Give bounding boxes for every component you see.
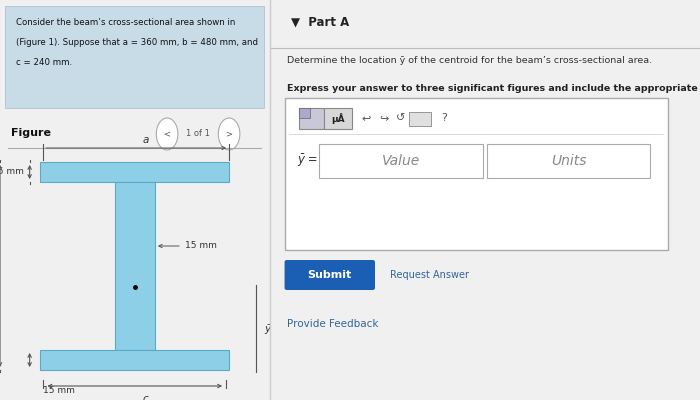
Text: Express your answer to three significant figures and include the appropriate uni: Express your answer to three significant… <box>287 84 700 93</box>
Text: a: a <box>142 135 148 145</box>
FancyBboxPatch shape <box>285 260 375 290</box>
FancyBboxPatch shape <box>409 112 431 126</box>
Text: ?: ? <box>441 114 447 124</box>
Text: Request Answer: Request Answer <box>390 270 469 280</box>
Text: 1 of 1: 1 of 1 <box>186 130 210 138</box>
FancyBboxPatch shape <box>299 108 309 118</box>
Bar <box>41 350 229 370</box>
Text: Provide Feedback: Provide Feedback <box>287 319 378 329</box>
FancyBboxPatch shape <box>323 108 352 129</box>
Text: c = 240 mm.: c = 240 mm. <box>16 58 72 67</box>
Bar <box>115 182 155 350</box>
Text: ȳ =: ȳ = <box>298 154 318 166</box>
Text: >: > <box>225 130 232 138</box>
Text: <: < <box>164 130 171 138</box>
Text: ▼  Part A: ▼ Part A <box>291 16 349 29</box>
Circle shape <box>218 118 240 150</box>
Text: c: c <box>143 394 148 400</box>
FancyBboxPatch shape <box>6 6 264 108</box>
Text: μÅ: μÅ <box>331 113 345 124</box>
Text: 15 mm: 15 mm <box>43 386 75 395</box>
Text: Submit: Submit <box>307 270 352 280</box>
Text: Determine the location ȳ of the centroid for the beam’s cross-sectional area.: Determine the location ȳ of the centroid… <box>287 56 652 65</box>
Text: Consider the beam’s cross-sectional area shown in: Consider the beam’s cross-sectional area… <box>16 18 235 27</box>
Text: Figure: Figure <box>10 128 51 138</box>
Text: 15 mm: 15 mm <box>185 242 216 250</box>
Text: Value: Value <box>382 154 420 168</box>
Text: ȳ: ȳ <box>264 324 270 334</box>
Bar <box>41 162 229 182</box>
Text: Units: Units <box>551 154 587 168</box>
Bar <box>319 144 482 178</box>
Text: ↩: ↩ <box>362 114 371 124</box>
FancyBboxPatch shape <box>285 98 668 250</box>
Bar <box>487 144 650 178</box>
Text: (Figure 1). Suppose that a = 360 mm, b = 480 mm, and: (Figure 1). Suppose that a = 360 mm, b =… <box>16 38 258 47</box>
Text: ↪: ↪ <box>379 114 389 124</box>
Circle shape <box>156 118 178 150</box>
Text: 15 mm: 15 mm <box>0 168 25 176</box>
Text: ↺: ↺ <box>396 114 405 124</box>
FancyBboxPatch shape <box>299 108 324 129</box>
